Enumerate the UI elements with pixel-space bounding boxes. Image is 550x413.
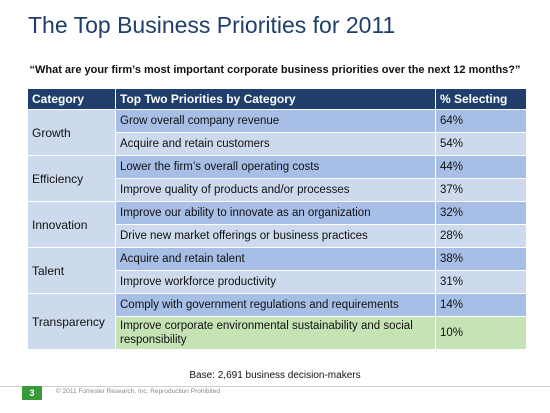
column-header-priorities: Top Two Priorities by Category (115, 88, 436, 110)
copyright-notice: © 2011 Forrester Research, Inc. Reproduc… (56, 388, 221, 395)
percent-cell: 14% (435, 293, 527, 317)
table-row: Improve workforce productivity 31% (28, 270, 527, 294)
table-row: Improve corporate environmental sustaina… (28, 316, 527, 350)
table-row: Improve quality of products and/or proce… (28, 178, 527, 202)
priority-cell: Improve our ability to innovate as an or… (115, 201, 436, 225)
category-cell: Talent (27, 247, 116, 294)
table-row: Transparency Comply with government regu… (27, 293, 527, 350)
column-header-percent: % Selecting (435, 88, 527, 110)
percent-cell: 32% (435, 201, 527, 225)
category-cell: Efficiency (27, 155, 116, 202)
table-row: Innovation Improve our ability to innova… (27, 201, 527, 248)
category-cell: Transparency (27, 293, 116, 350)
category-cell: Innovation (27, 201, 116, 248)
footer-divider (0, 386, 550, 387)
table-row: Talent Acquire and retain talent 38% (27, 247, 527, 294)
priority-cell: Drive new market offerings or business p… (115, 224, 436, 248)
priority-cell: Acquire and retain customers (115, 132, 436, 156)
priority-cell: Grow overall company revenue (115, 109, 436, 133)
priority-cell: Comply with government regulations and r… (115, 293, 436, 317)
base-note: Base: 2,691 business decision-makers (189, 370, 361, 381)
percent-cell: 28% (435, 224, 527, 248)
percent-cell: 31% (435, 270, 527, 294)
table-row: Growth Grow overall company revenue 64% (27, 109, 527, 156)
percent-cell: 10% (435, 316, 527, 350)
percent-cell: 37% (435, 178, 527, 202)
percent-cell: 54% (435, 132, 527, 156)
table-row: Efficiency Lower the firm’s overall oper… (27, 155, 527, 202)
category-cell: Growth (27, 109, 116, 156)
percent-cell: 64% (435, 109, 527, 133)
priority-cell: Improve workforce productivity (115, 270, 436, 294)
column-header-category: Category (27, 88, 116, 110)
survey-question: “What are your firm’s most important cor… (29, 64, 521, 76)
percent-cell: 38% (435, 247, 527, 271)
percent-cell: 44% (435, 155, 527, 179)
page-title: The Top Business Priorities for 2011 (28, 12, 396, 38)
priority-cell: Improve corporate environmental sustaina… (115, 316, 436, 350)
priority-cell: Lower the firm’s overall operating costs (115, 155, 436, 179)
table-row: Acquire and retain customers 54% (28, 132, 527, 156)
priority-cell: Acquire and retain talent (115, 247, 436, 271)
priorities-table: Category Top Two Priorities by Category … (27, 88, 527, 350)
page-number: 3 (22, 386, 42, 400)
priority-cell: Improve quality of products and/or proce… (115, 178, 436, 202)
